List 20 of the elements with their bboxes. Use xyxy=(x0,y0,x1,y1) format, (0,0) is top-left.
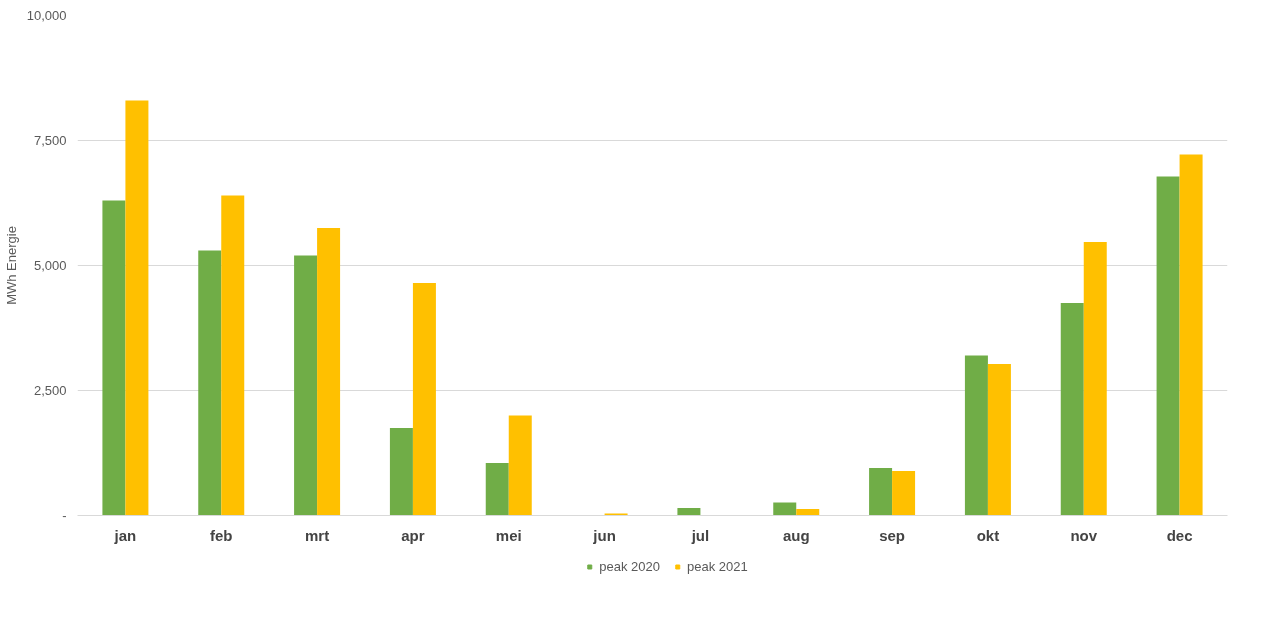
x-tick-label: jan xyxy=(113,526,137,544)
legend-label: peak 2020 xyxy=(599,558,660,574)
x-tick-label: jul xyxy=(690,526,710,544)
x-tick-label: mrt xyxy=(305,526,330,544)
x-tick-label: dec xyxy=(1166,526,1193,544)
y-tick-label: 7,500 xyxy=(33,133,67,148)
x-tick-label: aug xyxy=(782,526,810,544)
x-tick-label: sep xyxy=(879,526,906,544)
x-tick-label: apr xyxy=(401,526,425,544)
x-tick-label: jun xyxy=(592,526,616,544)
y-tick-label: 10,000 xyxy=(26,8,67,23)
x-tick-label: feb xyxy=(210,526,233,544)
legend-label: peak 2021 xyxy=(687,558,748,574)
x-tick-label: nov xyxy=(1070,526,1098,544)
y-tick-label: - xyxy=(62,508,67,523)
x-tick-label: mei xyxy=(495,526,522,544)
y-tick-label: 2,500 xyxy=(33,383,67,398)
x-tick-label: okt xyxy=(976,526,1000,544)
y-axis-title: MWh Energie xyxy=(3,226,19,305)
y-tick-label: 5,000 xyxy=(33,258,67,273)
